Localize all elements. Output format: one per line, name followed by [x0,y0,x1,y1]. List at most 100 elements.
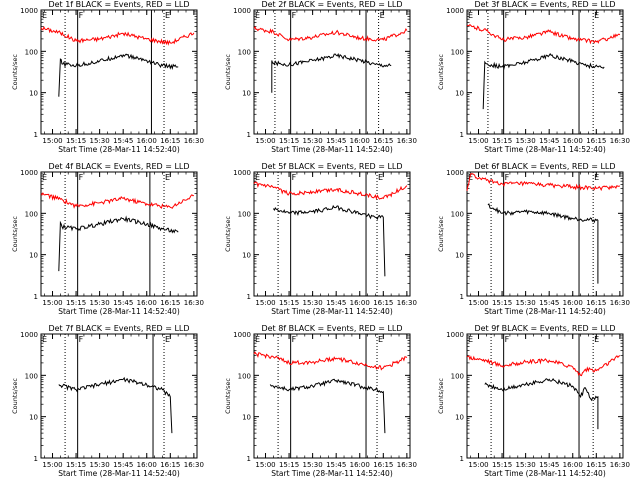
x-axis-label: Start Time (28-Mar-11 14:52:40) [58,307,180,316]
x-tick-label: 15:30 [90,299,110,307]
x-axis-label: Start Time (28-Mar-11 14:52:40) [58,145,180,154]
events-series-line [272,204,386,277]
events-series-line [484,378,599,430]
panel-5: Det 5f BLACK = Events, RED = LLD 1 10 100 10… [224,162,417,316]
y-tick-label: 100 [451,48,464,56]
y-tick-label: 1 [247,455,251,463]
x-tick-label: 16:00 [350,461,370,469]
lld-series-line [253,25,408,42]
x-tick-label: 16:00 [350,299,370,307]
events-series-line [269,378,386,434]
lld-series-line [466,173,621,192]
x-tick-label: 15:45 [326,137,346,145]
y-axis-label: Counts/sec [437,378,445,414]
marker-label: E [42,11,47,20]
x-tick-label: 16:00 [137,137,157,145]
x-tick-label: 15:00 [255,299,275,307]
x-tick-label: 15:30 [516,461,536,469]
x-tick-label: 15:30 [303,461,323,469]
x-tick-label: 15:15 [492,137,512,145]
x-tick-label: 16:30 [397,137,417,145]
x-tick-label: 15:45 [539,299,559,307]
x-tick-label: 16:30 [184,137,204,145]
y-tick-label: 1 [247,131,251,139]
marker-label: F [292,11,297,20]
lld-series-line [466,23,621,45]
events-series-line [487,203,599,284]
marker-label: F [79,173,84,182]
panel-6: Det 6f BLACK = Events, RED = LLD 1 10 100 10… [437,162,630,316]
y-tick-label: 1000 [233,331,251,339]
x-tick-label: 15:30 [90,137,110,145]
x-tick-label: 16:15 [160,137,180,145]
marker-label: E [255,11,260,20]
panel-9: Det 9f BLACK = Events, RED = LLD 1 10 100 10… [437,324,630,478]
marker-label: E [255,335,260,344]
marker-label: F [505,335,510,344]
y-axis-label: Counts/sec [224,378,232,414]
x-tick-label: 15:15 [492,299,512,307]
y-tick-label: 10 [455,414,464,422]
x-tick-label: 16:00 [137,461,157,469]
x-tick-label: 15:00 [42,461,62,469]
y-tick-label: 100 [238,372,251,380]
x-tick-label: 16:00 [350,137,370,145]
panel-7: Det 7f BLACK = Events, RED = LLD 1 10 100 10… [11,324,204,478]
x-tick-label: 15:00 [255,137,275,145]
y-axis-label: Counts/sec [11,378,19,414]
events-series-line [58,215,179,272]
lld-series-line [40,25,195,46]
x-tick-label: 16:30 [184,461,204,469]
x-tick-label: 16:30 [397,299,417,307]
x-axis-label: Start Time (28-Mar-11 14:52:40) [271,469,393,478]
y-tick-label: 1000 [233,7,251,15]
y-tick-label: 1 [34,455,38,463]
panel-title: Det 1f BLACK = Events, RED = LLD [48,0,189,9]
x-tick-label: 15:15 [279,461,299,469]
x-axis-label: Start Time (28-Mar-11 14:52:40) [271,307,393,316]
y-tick-label: 100 [238,210,251,218]
y-tick-label: 100 [451,372,464,380]
lld-series-line [253,181,408,200]
plot-frame [40,9,198,135]
y-tick-label: 10 [455,90,464,98]
x-axis-label: Start Time (28-Mar-11 14:52:40) [58,469,180,478]
x-axis-label: Start Time (28-Mar-11 14:52:40) [484,307,606,316]
x-tick-label: 16:00 [563,461,583,469]
marker-label: E [165,173,170,182]
x-tick-label: 16:15 [373,137,393,145]
x-tick-label: 16:15 [586,461,606,469]
plot-frame [40,333,198,459]
x-tick-label: 15:45 [113,137,133,145]
x-tick-label: 16:15 [586,299,606,307]
x-tick-label: 16:15 [586,137,606,145]
y-axis-label: Counts/sec [437,216,445,252]
x-axis-label: Start Time (28-Mar-11 14:52:40) [271,145,393,154]
marker-label: E [42,335,47,344]
x-tick-label: 15:45 [326,461,346,469]
x-tick-label: 16:30 [184,299,204,307]
x-tick-label: 16:30 [610,461,630,469]
lld-series-line [253,351,408,371]
plot-frame [253,333,411,459]
y-tick-label: 1 [247,293,251,301]
x-tick-label: 16:30 [397,461,417,469]
y-tick-label: 1 [460,293,464,301]
y-axis-label: Counts/sec [224,54,232,90]
x-tick-label: 15:45 [326,299,346,307]
y-tick-label: 1 [460,131,464,139]
y-tick-label: 1000 [20,331,38,339]
x-tick-label: 16:15 [373,461,393,469]
y-axis-label: Counts/sec [437,54,445,90]
panel-3: Det 3f BLACK = Events, RED = LLD 1 10 100 10… [437,0,630,154]
y-axis-label: Counts/sec [11,216,19,252]
panel-title: Det 9f BLACK = Events, RED = LLD [474,324,615,333]
y-tick-label: 1000 [233,169,251,177]
x-tick-label: 15:30 [516,299,536,307]
plot-frame [466,333,624,459]
plot-frame [253,9,411,135]
x-tick-label: 16:30 [610,299,630,307]
events-series-line [58,53,179,97]
plot-frame [253,171,411,297]
